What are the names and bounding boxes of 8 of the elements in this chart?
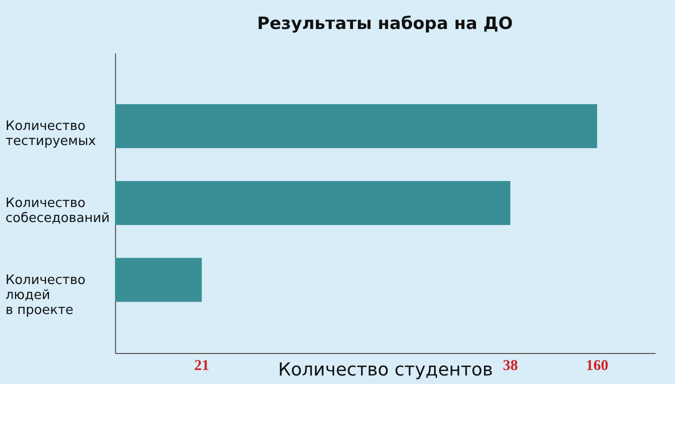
y-tick-label: Количество тестируемых [6, 119, 96, 150]
text: 38 [502, 358, 518, 374]
text: 21 [194, 358, 210, 374]
text: 160 [586, 358, 608, 374]
x-axis-title: Количество студентов [278, 360, 493, 380]
y-tick-label: Количество собеседований [6, 196, 110, 226]
y-tick-label: Количество людей в проекте [6, 272, 86, 318]
chart-title: Результаты набора на ДО [257, 14, 513, 34]
